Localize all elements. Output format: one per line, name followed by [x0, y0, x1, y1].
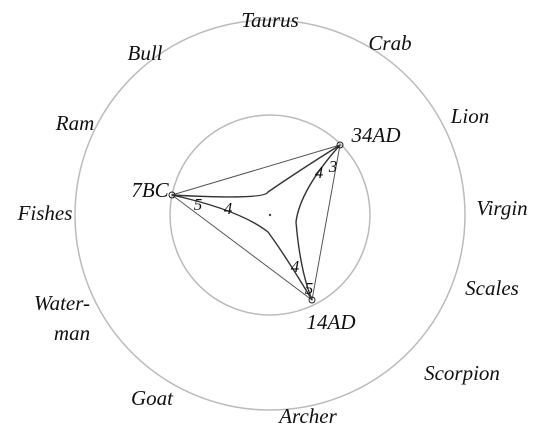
sign-label: man	[54, 321, 90, 345]
point-mark: 4	[291, 257, 300, 276]
point-mark: 5	[305, 279, 314, 298]
sign-label: Water-	[34, 291, 90, 315]
sign-label: Crab	[368, 31, 411, 55]
sign-label: Scales	[465, 276, 519, 300]
sign-label: Virgin	[476, 196, 527, 220]
sign-label: Ram	[55, 111, 95, 135]
sign-label: Taurus	[241, 8, 299, 32]
center-dot	[269, 214, 271, 216]
point-label: 7BC	[131, 178, 169, 202]
point-mark: 4	[315, 163, 324, 182]
point-mark: 4	[224, 199, 233, 218]
diagram: Taurus Crab Lion Virgin Scales Scorpion Archer…	[0, 0, 553, 432]
sign-label: Goat	[131, 386, 174, 410]
sign-label: Scorpion	[424, 361, 500, 385]
sign-label: Fishes	[17, 201, 73, 225]
sign-label: Lion	[450, 104, 490, 128]
point-mark: 5	[194, 195, 203, 214]
point-mark: 3	[328, 157, 338, 176]
point-label: 34AD	[351, 123, 401, 147]
sign-label: Archer	[277, 404, 337, 428]
sign-label: Bull	[128, 41, 163, 65]
page: Taurus Crab Lion Virgin Scales Scorpion Archer…	[0, 0, 553, 432]
point-label: 14AD	[307, 310, 356, 334]
